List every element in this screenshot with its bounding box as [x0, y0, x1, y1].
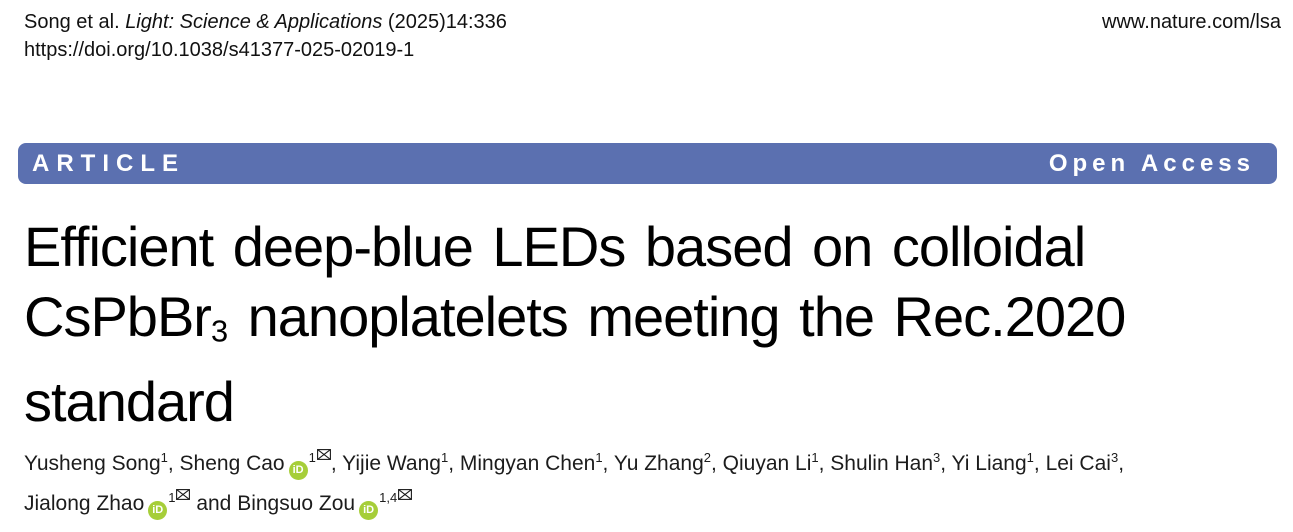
title-line-2: CsPbBr3 nanoplatelets meeting the Rec.20…: [24, 285, 1127, 349]
article-type-banner: ARTICLE Open Access: [18, 143, 1277, 184]
affiliation-superscript: 3: [933, 450, 941, 465]
open-access-label: Open Access: [1048, 149, 1255, 177]
article-title: Efficient deep-blue LEDs based on colloi…: [24, 212, 1264, 437]
author-name: Lei Cai: [1045, 452, 1111, 475]
email-envelope-icon[interactable]: [176, 489, 191, 500]
author-name: Shulin Han: [830, 452, 934, 475]
author-separator: ,: [167, 452, 180, 475]
author-name: Sheng Cao: [179, 452, 285, 475]
article-label: ARTICLE: [32, 149, 185, 177]
author-name: Yi Liang: [951, 452, 1027, 475]
chemical-formula-base: CsPbBr: [24, 285, 212, 348]
orcid-icon[interactable]: iD: [359, 501, 379, 520]
citation-authors: Song et al.: [24, 11, 126, 33]
affiliation-superscript: 1: [1026, 450, 1034, 465]
citation-block: Song et al. Light: Science & Application…: [24, 8, 507, 64]
page-header: Song et al. Light: Science & Application…: [24, 8, 1281, 64]
author-name: Jialong Zhao: [24, 492, 145, 515]
author-separator: ,: [710, 452, 723, 475]
author-list: Yusheng Song1, Sheng Cao iD1, Yijie Wang1…: [24, 444, 1284, 524]
affiliation-superscript: 1: [595, 450, 603, 465]
author-separator: ,: [940, 452, 952, 475]
author-name: Qiuyan Li: [722, 452, 812, 475]
author-separator: ,: [602, 452, 614, 475]
author-separator: ,: [1033, 452, 1046, 475]
title-line-2-rest: nanoplatelets meeting the Rec.2020: [228, 285, 1127, 348]
author-separator: ,: [330, 452, 343, 475]
author-name: Yu Zhang: [613, 452, 704, 475]
author-name: Bingsuo Zou: [237, 492, 356, 515]
doi-link[interactable]: https://doi.org/10.1038/s41377-025-02019…: [24, 39, 415, 61]
affiliation-superscript: 1: [440, 450, 449, 465]
author-separator: ,: [818, 452, 831, 475]
title-line-1: Efficient deep-blue LEDs based on colloi…: [24, 215, 1086, 278]
author-name: Yusheng Song: [24, 452, 161, 475]
affiliation-superscript: 1,4: [379, 490, 398, 505]
author-line-1: Yusheng Song1, Sheng Cao iD1, Yijie Wang1…: [24, 444, 1284, 484]
affiliation-superscript: 2: [703, 450, 711, 465]
affiliation-superscript: 1: [160, 450, 168, 465]
author-separator: ,: [448, 452, 460, 475]
affiliation-superscript: 3: [1110, 450, 1119, 465]
author-line-2: Jialong Zhao iD1 and Bingsuo Zou iD1,4: [24, 484, 1284, 524]
author-separator: ,: [1118, 452, 1125, 475]
citation-volume: (2025)14:336: [382, 11, 507, 33]
citation-line: Song et al. Light: Science & Application…: [24, 8, 507, 36]
title-line-3: standard: [24, 369, 235, 433]
author-separator: and: [190, 492, 238, 515]
chemical-formula-subscript: 3: [210, 313, 229, 349]
affiliation-superscript: 1: [168, 490, 176, 505]
author-name: Mingyan Chen: [459, 452, 596, 475]
email-envelope-icon[interactable]: [398, 489, 413, 500]
affiliation-superscript: 1: [811, 450, 819, 465]
journal-name: Light: Science & Applications: [125, 11, 383, 33]
journal-website-link[interactable]: www.nature.com/lsa: [1102, 11, 1281, 33]
affiliation-superscript: 1: [308, 450, 316, 465]
orcid-icon[interactable]: iD: [288, 461, 308, 480]
author-name: Yijie Wang: [342, 452, 441, 475]
email-envelope-icon[interactable]: [316, 449, 331, 460]
orcid-icon[interactable]: iD: [148, 501, 168, 520]
